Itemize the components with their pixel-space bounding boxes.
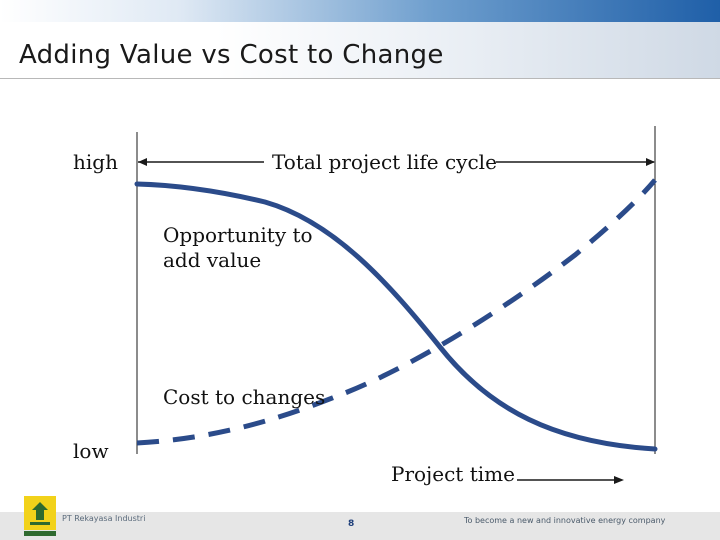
rekind-logo-icon bbox=[24, 496, 56, 536]
lifecycle-label: Total project life cycle bbox=[272, 150, 497, 174]
y-high-label: high bbox=[73, 150, 118, 174]
time-arrowhead-icon bbox=[614, 476, 624, 484]
lifecycle-arrowhead-right-icon bbox=[646, 158, 655, 166]
cost-curve-label: Cost to changes bbox=[163, 385, 326, 409]
value-opportunity-curve bbox=[134, 181, 658, 452]
y-low-label: low bbox=[73, 439, 109, 463]
footer-bar bbox=[0, 512, 720, 540]
footer-tagline: To become a new and innovative energy co… bbox=[464, 516, 666, 525]
slide-title: Adding Value vs Cost to Change bbox=[19, 40, 444, 70]
title-divider bbox=[0, 78, 720, 79]
footer-company-name: PT Rekayasa Industri bbox=[62, 514, 146, 523]
value-curve-label-line1: Opportunity to bbox=[163, 223, 313, 247]
lifecycle-arrowhead-left-icon bbox=[138, 158, 147, 166]
page-number: 8 bbox=[348, 519, 355, 529]
value-curve-label-line2: add value bbox=[163, 248, 262, 272]
value-curve-label: Opportunity to add value bbox=[163, 223, 313, 273]
title-bar bbox=[0, 22, 720, 78]
top-gradient-bar bbox=[0, 0, 720, 22]
cost-to-change-curve bbox=[136, 178, 657, 446]
x-axis-label: Project time bbox=[391, 462, 515, 486]
